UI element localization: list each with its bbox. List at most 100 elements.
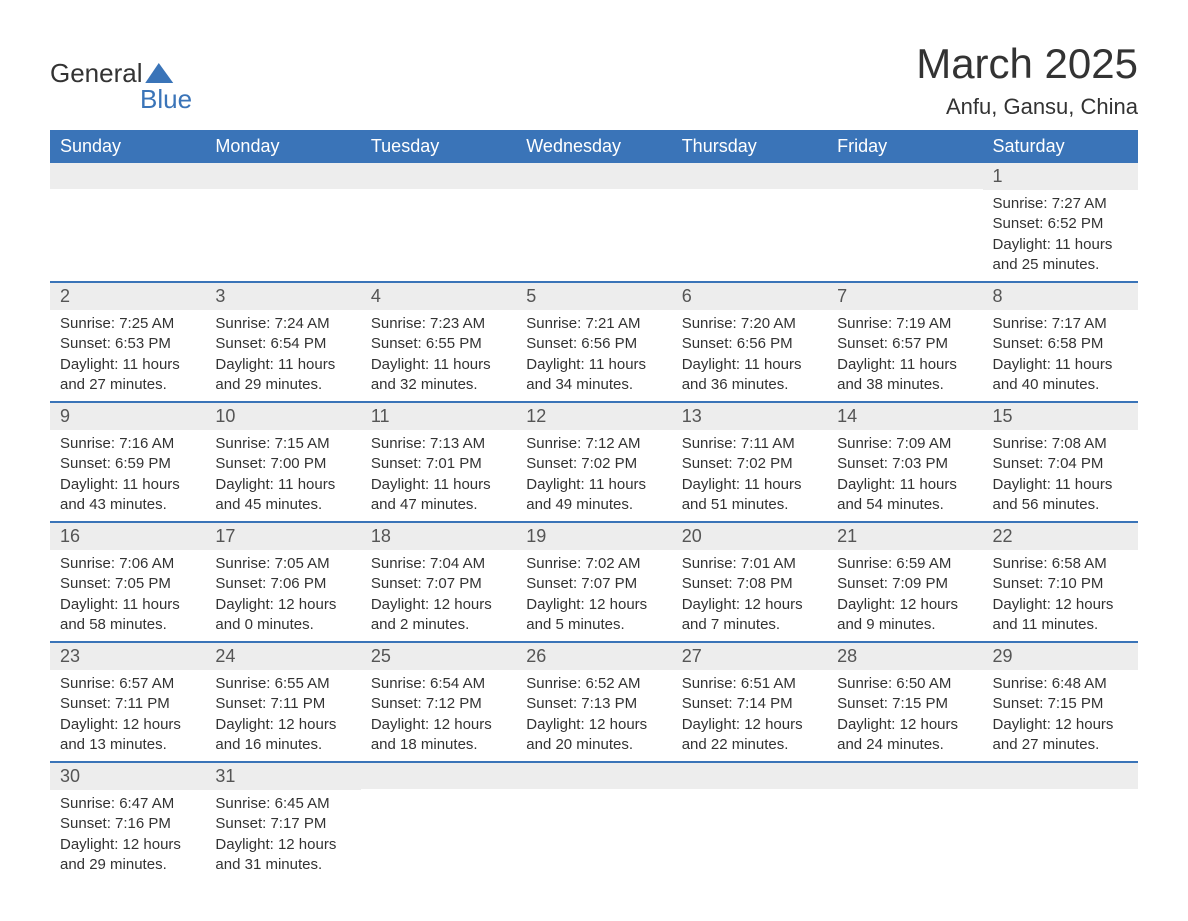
sunrise-text: Sunrise: 7:12 AM xyxy=(526,434,661,454)
day-details: Sunrise: 6:47 AMSunset: 7:16 PMDaylight:… xyxy=(50,790,205,881)
day-number: 9 xyxy=(50,403,205,430)
daylight-text: Daylight: 11 hours and 58 minutes. xyxy=(60,595,195,636)
sunset-text: Sunset: 6:52 PM xyxy=(993,214,1128,234)
day-of-week-header: Wednesday xyxy=(516,130,671,163)
daylight-text: Daylight: 12 hours and 16 minutes. xyxy=(215,715,350,756)
daylight-text: Daylight: 12 hours and 0 minutes. xyxy=(215,595,350,636)
logo-triangle-icon xyxy=(145,63,177,83)
logo-text-top: General xyxy=(50,60,143,86)
daylight-text: Daylight: 12 hours and 7 minutes. xyxy=(682,595,817,636)
sunset-text: Sunset: 7:11 PM xyxy=(60,694,195,714)
day-of-week-header: Saturday xyxy=(983,130,1138,163)
calendar-day-cell xyxy=(516,762,671,881)
day-of-week-header: Tuesday xyxy=(361,130,516,163)
sunset-text: Sunset: 7:06 PM xyxy=(215,574,350,594)
day-number: 13 xyxy=(672,403,827,430)
calendar-day-cell: 17Sunrise: 7:05 AMSunset: 7:06 PMDayligh… xyxy=(205,522,360,642)
day-details: Sunrise: 7:13 AMSunset: 7:01 PMDaylight:… xyxy=(361,430,516,521)
calendar-week-row: 2Sunrise: 7:25 AMSunset: 6:53 PMDaylight… xyxy=(50,282,1138,402)
day-number xyxy=(50,163,205,189)
calendar-day-cell: 9Sunrise: 7:16 AMSunset: 6:59 PMDaylight… xyxy=(50,402,205,522)
day-number: 17 xyxy=(205,523,360,550)
day-details: Sunrise: 6:55 AMSunset: 7:11 PMDaylight:… xyxy=(205,670,360,761)
day-number: 28 xyxy=(827,643,982,670)
daylight-text: Daylight: 12 hours and 11 minutes. xyxy=(993,595,1128,636)
day-details: Sunrise: 7:15 AMSunset: 7:00 PMDaylight:… xyxy=(205,430,360,521)
day-details: Sunrise: 6:48 AMSunset: 7:15 PMDaylight:… xyxy=(983,670,1138,761)
calendar-week-row: 16Sunrise: 7:06 AMSunset: 7:05 PMDayligh… xyxy=(50,522,1138,642)
sunset-text: Sunset: 6:53 PM xyxy=(60,334,195,354)
day-number: 22 xyxy=(983,523,1138,550)
day-number: 14 xyxy=(827,403,982,430)
calendar-day-cell xyxy=(205,163,360,282)
day-number: 4 xyxy=(361,283,516,310)
daylight-text: Daylight: 12 hours and 22 minutes. xyxy=(682,715,817,756)
day-number: 10 xyxy=(205,403,360,430)
day-number: 1 xyxy=(983,163,1138,190)
sunrise-text: Sunrise: 7:27 AM xyxy=(993,194,1128,214)
day-details: Sunrise: 7:17 AMSunset: 6:58 PMDaylight:… xyxy=(983,310,1138,401)
day-number: 30 xyxy=(50,763,205,790)
day-details: Sunrise: 7:08 AMSunset: 7:04 PMDaylight:… xyxy=(983,430,1138,521)
day-number: 2 xyxy=(50,283,205,310)
calendar-day-cell: 28Sunrise: 6:50 AMSunset: 7:15 PMDayligh… xyxy=(827,642,982,762)
day-of-week-header: Thursday xyxy=(672,130,827,163)
sunset-text: Sunset: 6:57 PM xyxy=(837,334,972,354)
calendar-day-cell: 8Sunrise: 7:17 AMSunset: 6:58 PMDaylight… xyxy=(983,282,1138,402)
day-number: 8 xyxy=(983,283,1138,310)
calendar-day-cell: 26Sunrise: 6:52 AMSunset: 7:13 PMDayligh… xyxy=(516,642,671,762)
day-details: Sunrise: 7:23 AMSunset: 6:55 PMDaylight:… xyxy=(361,310,516,401)
sunrise-text: Sunrise: 6:59 AM xyxy=(837,554,972,574)
day-number: 5 xyxy=(516,283,671,310)
calendar-day-cell: 7Sunrise: 7:19 AMSunset: 6:57 PMDaylight… xyxy=(827,282,982,402)
daylight-text: Daylight: 11 hours and 51 minutes. xyxy=(682,475,817,516)
sunrise-text: Sunrise: 6:45 AM xyxy=(215,794,350,814)
day-number: 26 xyxy=(516,643,671,670)
sunrise-text: Sunrise: 7:19 AM xyxy=(837,314,972,334)
sunset-text: Sunset: 7:02 PM xyxy=(526,454,661,474)
sunrise-text: Sunrise: 7:25 AM xyxy=(60,314,195,334)
daylight-text: Daylight: 11 hours and 49 minutes. xyxy=(526,475,661,516)
calendar-day-cell xyxy=(361,762,516,881)
day-number xyxy=(516,163,671,189)
day-details xyxy=(516,189,671,199)
day-details: Sunrise: 6:58 AMSunset: 7:10 PMDaylight:… xyxy=(983,550,1138,641)
day-details: Sunrise: 7:24 AMSunset: 6:54 PMDaylight:… xyxy=(205,310,360,401)
day-details: Sunrise: 7:04 AMSunset: 7:07 PMDaylight:… xyxy=(361,550,516,641)
daylight-text: Daylight: 12 hours and 27 minutes. xyxy=(993,715,1128,756)
day-details xyxy=(361,189,516,199)
day-of-week-header: Friday xyxy=(827,130,982,163)
calendar-day-cell: 15Sunrise: 7:08 AMSunset: 7:04 PMDayligh… xyxy=(983,402,1138,522)
sunset-text: Sunset: 7:03 PM xyxy=(837,454,972,474)
daylight-text: Daylight: 12 hours and 24 minutes. xyxy=(837,715,972,756)
day-details: Sunrise: 7:12 AMSunset: 7:02 PMDaylight:… xyxy=(516,430,671,521)
sunset-text: Sunset: 7:15 PM xyxy=(837,694,972,714)
sunset-text: Sunset: 7:16 PM xyxy=(60,814,195,834)
calendar-day-cell: 10Sunrise: 7:15 AMSunset: 7:00 PMDayligh… xyxy=(205,402,360,522)
sunrise-text: Sunrise: 7:15 AM xyxy=(215,434,350,454)
daylight-text: Daylight: 11 hours and 27 minutes. xyxy=(60,355,195,396)
day-details: Sunrise: 6:54 AMSunset: 7:12 PMDaylight:… xyxy=(361,670,516,761)
day-number: 31 xyxy=(205,763,360,790)
day-number: 6 xyxy=(672,283,827,310)
title-block: March 2025 Anfu, Gansu, China xyxy=(916,40,1138,120)
calendar-day-cell xyxy=(672,163,827,282)
day-number xyxy=(983,763,1138,789)
day-of-week-header: Monday xyxy=(205,130,360,163)
sunrise-text: Sunrise: 7:13 AM xyxy=(371,434,506,454)
day-details: Sunrise: 7:05 AMSunset: 7:06 PMDaylight:… xyxy=(205,550,360,641)
day-number: 15 xyxy=(983,403,1138,430)
calendar-day-cell xyxy=(827,762,982,881)
sunset-text: Sunset: 7:07 PM xyxy=(526,574,661,594)
sunrise-text: Sunrise: 6:48 AM xyxy=(993,674,1128,694)
sunset-text: Sunset: 7:17 PM xyxy=(215,814,350,834)
day-number: 19 xyxy=(516,523,671,550)
calendar-day-cell: 18Sunrise: 7:04 AMSunset: 7:07 PMDayligh… xyxy=(361,522,516,642)
sunset-text: Sunset: 7:14 PM xyxy=(682,694,817,714)
daylight-text: Daylight: 11 hours and 40 minutes. xyxy=(993,355,1128,396)
calendar-day-cell: 4Sunrise: 7:23 AMSunset: 6:55 PMDaylight… xyxy=(361,282,516,402)
daylight-text: Daylight: 11 hours and 25 minutes. xyxy=(993,235,1128,276)
day-number: 16 xyxy=(50,523,205,550)
sunset-text: Sunset: 6:59 PM xyxy=(60,454,195,474)
day-number xyxy=(827,163,982,189)
